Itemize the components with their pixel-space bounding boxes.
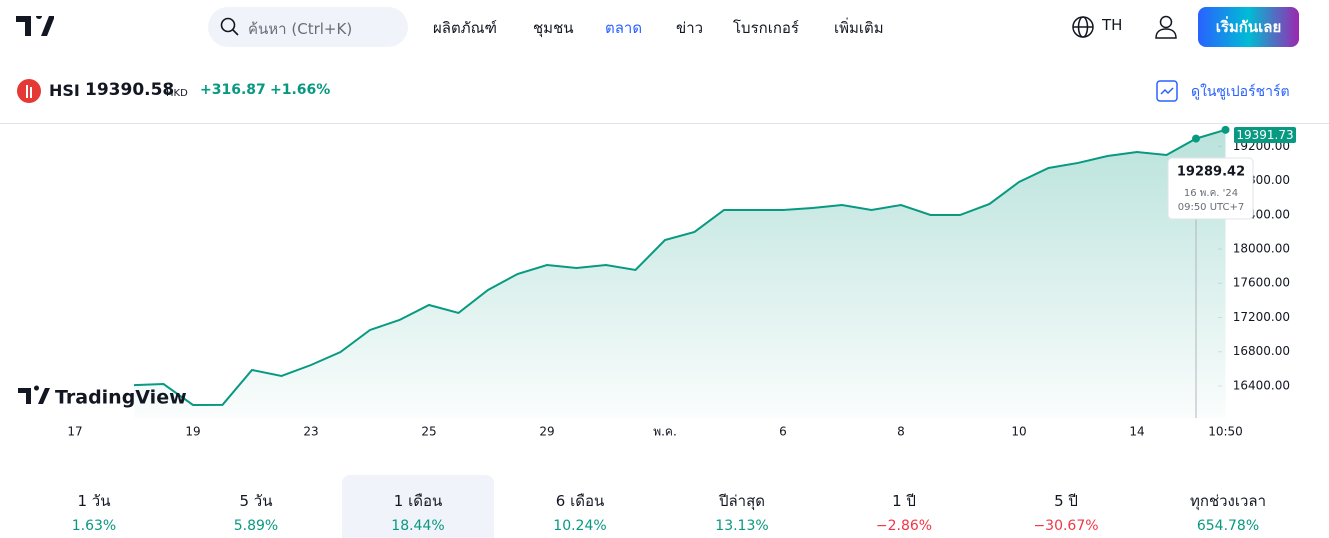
period-tab[interactable]: 5 ปี −30.67% <box>990 475 1142 538</box>
x-tick-label: 6 <box>779 425 787 439</box>
globe-icon[interactable] <box>1071 15 1095 39</box>
period-change: 13.13% <box>715 518 769 534</box>
nav-item[interactable]: เพิ่มเติม <box>834 19 884 37</box>
period-label: 5 ปี <box>1054 492 1078 510</box>
tooltip-value: 19289.42 <box>1177 165 1245 180</box>
symbol-icon <box>17 79 41 103</box>
nav-item[interactable]: ข่าว <box>676 19 704 37</box>
nav-item[interactable]: ตลาด <box>605 19 643 37</box>
period-label: 6 เดือน <box>555 492 605 510</box>
watermark-logo <box>18 385 50 404</box>
chart-icon[interactable] <box>1156 80 1178 102</box>
tooltip <box>1167 157 1254 220</box>
hover-dot <box>1192 134 1200 143</box>
tooltip-date: 16 พ.ค. '24 <box>1184 188 1238 199</box>
watermark: TradingView <box>55 387 187 409</box>
area-fill <box>134 129 1226 418</box>
y-tick-label: 16800.00 <box>1233 344 1290 358</box>
period-change: 10.24% <box>553 518 607 534</box>
change-pct: +1.66% <box>270 82 331 98</box>
user-icon[interactable] <box>1154 14 1178 40</box>
divider <box>0 123 1329 124</box>
chart: 16400.00 16800.00 17200.00 17600.00 18000.00… <box>18 125 1296 439</box>
period-label: 1 วัน <box>77 492 111 510</box>
y-tick-label: 17600.00 <box>1233 276 1290 290</box>
period-tab[interactable]: 6 เดือน 10.24% <box>504 475 656 538</box>
language[interactable]: TH <box>1102 16 1123 34</box>
x-tick-label: พ.ค. <box>653 425 677 439</box>
currency: HKD <box>166 88 188 99</box>
price: 19390.58 <box>85 80 175 100</box>
period-change: −30.67% <box>1033 518 1099 534</box>
y-tick-label: 16400.00 <box>1233 378 1290 392</box>
x-tick-label: 8 <box>897 425 905 439</box>
supercharts-link[interactable]: ดูในซูเปอร์ชาร์ต <box>1191 84 1290 100</box>
ticker: HSI <box>49 81 80 100</box>
period-change: 5.89% <box>233 518 279 534</box>
x-tick-label: 29 <box>539 425 554 439</box>
period-label: 1 ปี <box>892 492 916 510</box>
period-tab[interactable]: ทุกช่วงเวลา 654.78% <box>1152 475 1304 538</box>
period-label: 5 วัน <box>239 492 273 510</box>
price-tag <box>1234 127 1296 143</box>
x-tick-label: 19 <box>185 425 200 439</box>
nav-item[interactable]: โบรกเกอร์ <box>733 19 799 37</box>
nav-item[interactable]: ชุมชน <box>533 19 574 37</box>
period-label: 1 เดือน <box>393 492 443 510</box>
period-tab[interactable]: ปีล่าสุด 13.13% <box>666 475 818 538</box>
period-label: ทุกช่วงเวลา <box>1189 492 1267 510</box>
period-change: 1.63% <box>71 518 117 534</box>
x-tick-label: 23 <box>303 425 318 439</box>
logo[interactable] <box>16 16 54 36</box>
cta-button[interactable]: เริ่มกันเลย <box>1198 7 1299 47</box>
period-change: 654.78% <box>1196 518 1260 534</box>
search-box[interactable]: ค้นหา (Ctrl+K) <box>208 7 408 47</box>
period-tab[interactable]: 5 วัน 5.89% <box>180 475 332 538</box>
x-tick-label: 25 <box>421 425 436 439</box>
period-change: −2.86% <box>875 518 933 534</box>
price-line <box>133 128 1226 406</box>
change: +316.87 <box>200 82 266 98</box>
period-change: 18.44% <box>391 518 445 534</box>
x-tick-label: 10:50 <box>1208 425 1243 439</box>
x-tick-label: 10 <box>1011 425 1026 439</box>
period-tab[interactable]: 1 วัน 1.63% <box>18 475 170 538</box>
tooltip-time: 09:50 UTC+7 <box>1178 202 1245 213</box>
period-label: ปีล่าสุด <box>718 492 766 510</box>
period-tab[interactable]: 1 เดือน 18.44% <box>342 475 494 538</box>
period-tab[interactable]: 1 ปี −2.86% <box>828 475 980 538</box>
x-tick-label: 14 <box>1129 425 1144 439</box>
price-tag-label: 19391.73 <box>1236 128 1293 142</box>
search-placeholder: ค้นหา (Ctrl+K) <box>248 20 353 38</box>
x-tick-label: 17 <box>67 425 82 439</box>
y-tick-label: 18000.00 <box>1233 241 1290 255</box>
last-dot <box>1221 125 1230 134</box>
nav-item[interactable]: ผลิตภัณฑ์ <box>433 19 497 37</box>
y-tick-label: 17200.00 <box>1233 310 1290 324</box>
